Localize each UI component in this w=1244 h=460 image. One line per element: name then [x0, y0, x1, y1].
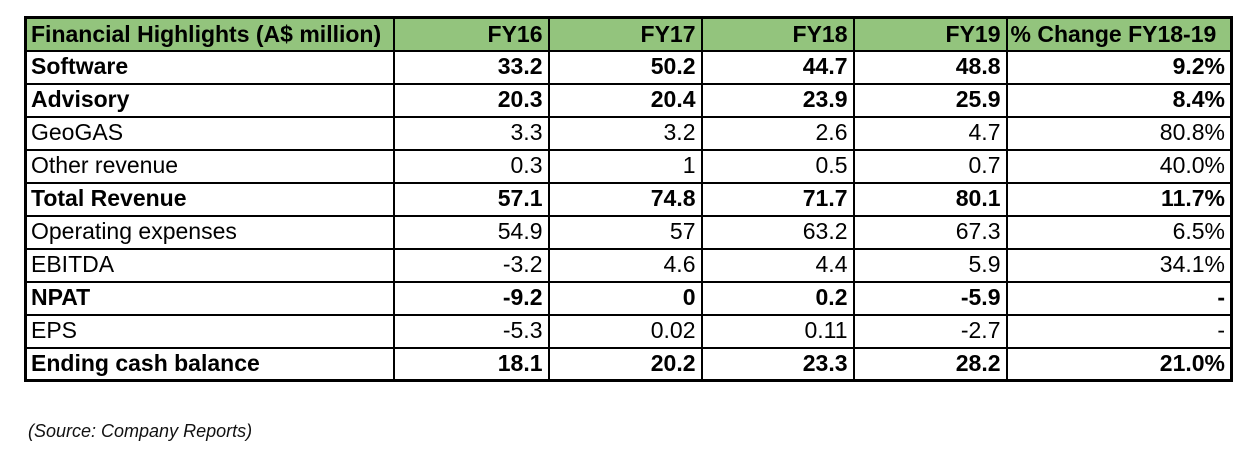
value-cell: 5.9	[852, 247, 1008, 283]
table-row: Software 33.2 50.2 44.7 48.8 9.2%	[24, 49, 1233, 85]
table-row: GeoGAS 3.3 3.2 2.6 4.7 80.8%	[24, 115, 1233, 151]
value-cell: 57.1	[392, 181, 550, 217]
source-note: (Source: Company Reports)	[28, 421, 253, 441]
value-cell: 0.02	[547, 313, 703, 349]
value-cell: 9.2%	[1005, 49, 1233, 85]
table-row: Total Revenue 57.1 74.8 71.7 80.1 11.7%	[24, 181, 1233, 217]
value-cell: 44.7	[700, 49, 855, 85]
table-row: EBITDA -3.2 4.6 4.4 5.9 34.1%	[24, 247, 1233, 283]
value-cell: 0.3	[392, 148, 550, 184]
value-cell: 8.4%	[1005, 82, 1233, 118]
row-label: NPAT	[24, 280, 395, 316]
value-cell: 23.3	[700, 346, 855, 382]
value-cell: -5.9	[852, 280, 1008, 316]
value-cell: 20.2	[547, 346, 703, 382]
value-cell: 50.2	[547, 49, 703, 85]
value-cell: 1	[547, 148, 703, 184]
table-row: Ending cash balance 18.1 20.2 23.3 28.2 21.0%	[24, 346, 1233, 382]
value-cell: 4.4	[700, 247, 855, 283]
header-fy18: FY18	[700, 16, 855, 52]
value-cell: 0.5	[700, 148, 855, 184]
financial-highlights-table: Financial Highlights (A$ million) FY16 F…	[24, 16, 1233, 382]
row-label: EBITDA	[24, 247, 395, 283]
header-row: Financial Highlights (A$ million) FY16 F…	[24, 16, 1233, 52]
value-cell: 34.1%	[1005, 247, 1233, 283]
header-fy17: FY17	[547, 16, 703, 52]
value-cell: 67.3	[852, 214, 1008, 250]
value-cell: 2.6	[700, 115, 855, 151]
header-fy19: FY19	[852, 16, 1008, 52]
value-cell: 23.9	[700, 82, 855, 118]
table-body: Software 33.2 50.2 44.7 48.8 9.2% Advisory 20.3…	[24, 49, 1233, 382]
value-cell: 25.9	[852, 82, 1008, 118]
value-cell: -3.2	[392, 247, 550, 283]
value-cell: 74.8	[547, 181, 703, 217]
value-cell: -9.2	[392, 280, 550, 316]
table-row: NPAT -9.2 0 0.2 -5.9-	[24, 280, 1233, 316]
value-cell: -	[1005, 313, 1233, 349]
row-label: Software	[24, 49, 395, 85]
value-cell: 21.0%	[1005, 346, 1233, 382]
value-cell: 33.2	[392, 49, 550, 85]
value-cell: 0.11	[700, 313, 855, 349]
value-cell: 80.8%	[1005, 115, 1233, 151]
row-label: Total Revenue	[24, 181, 395, 217]
header-fy16: FY16	[392, 16, 550, 52]
value-cell: 0.2	[700, 280, 855, 316]
value-cell: 4.7	[852, 115, 1008, 151]
header-pct-change: % Change FY18-19	[1005, 16, 1233, 52]
value-cell: 57	[547, 214, 703, 250]
value-cell: -5.3	[392, 313, 550, 349]
row-label: EPS	[24, 313, 395, 349]
value-cell: 28.2	[852, 346, 1008, 382]
row-label: GeoGAS	[24, 115, 395, 151]
value-cell: -2.7	[852, 313, 1008, 349]
row-label: Advisory	[24, 82, 395, 118]
value-cell: 80.1	[852, 181, 1008, 217]
table-row: Advisory 20.3 20.4 23.9 25.9 8.4%	[24, 82, 1233, 118]
value-cell: 3.2	[547, 115, 703, 151]
table-row: Operating expenses 54.9 57 63.2 67.3 6.5%	[24, 214, 1233, 250]
value-cell: 0	[547, 280, 703, 316]
value-cell: 20.4	[547, 82, 703, 118]
table-row: Other revenue 0.3 1 0.5 0.7 40.0%	[24, 148, 1233, 184]
value-cell: 71.7	[700, 181, 855, 217]
row-label: Other revenue	[24, 148, 395, 184]
value-cell: 20.3	[392, 82, 550, 118]
value-cell: 11.7%	[1005, 181, 1233, 217]
value-cell: 63.2	[700, 214, 855, 250]
value-cell: 4.6	[547, 247, 703, 283]
table-row: EPS -5.3 0.02 0.11 -2.7-	[24, 313, 1233, 349]
value-cell: 40.0%	[1005, 148, 1233, 184]
row-label: Ending cash balance	[24, 346, 395, 382]
value-cell: -	[1005, 280, 1233, 316]
value-cell: 48.8	[852, 49, 1008, 85]
value-cell: 18.1	[392, 346, 550, 382]
value-cell: 54.9	[392, 214, 550, 250]
value-cell: 0.7	[852, 148, 1008, 184]
header-title-cell: Financial Highlights (A$ million)	[24, 16, 395, 52]
value-cell: 6.5%	[1005, 214, 1233, 250]
row-label: Operating expenses	[24, 214, 395, 250]
value-cell: 3.3	[392, 115, 550, 151]
